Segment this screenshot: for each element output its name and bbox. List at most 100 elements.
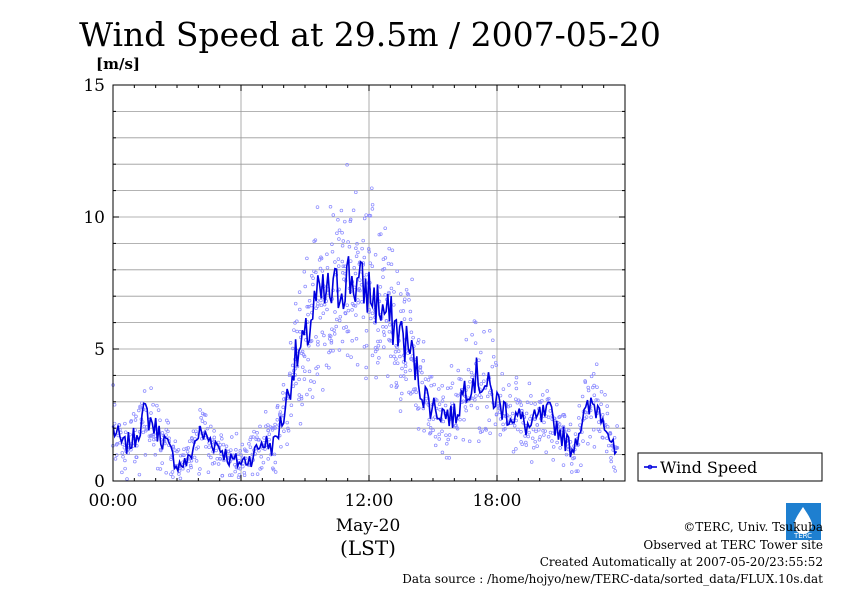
scatter-point <box>311 282 315 287</box>
scatter-point <box>309 379 313 383</box>
scatter-point <box>518 399 522 404</box>
scatter-point <box>307 344 311 348</box>
scatter-point <box>299 396 304 401</box>
scatter-point <box>615 424 619 428</box>
scatter-point <box>540 398 544 403</box>
scatter-point <box>421 339 426 344</box>
scatter-point <box>432 382 436 387</box>
scatter-point <box>200 419 205 423</box>
scatter-point <box>248 445 253 449</box>
scatter-point <box>187 439 192 443</box>
scatter-point <box>412 387 416 392</box>
scatter-point <box>177 472 181 476</box>
scatter-point <box>413 387 418 391</box>
scatter-point <box>285 420 289 425</box>
scatter-point <box>147 438 152 443</box>
scatter-point <box>398 354 402 359</box>
scatter-point <box>389 286 394 291</box>
scatter-point <box>381 275 385 279</box>
scatter-point <box>272 426 276 430</box>
scatter-point <box>525 400 530 404</box>
scatter-point <box>589 415 593 420</box>
scatter-point <box>266 423 270 427</box>
scatter-point <box>297 377 301 382</box>
observed-text: Observed at TERC Tower site <box>643 538 823 552</box>
scatter-point <box>364 272 369 277</box>
scatter-point <box>370 311 375 316</box>
scatter-point <box>378 285 383 289</box>
scatter-point <box>348 219 353 224</box>
scatter-point <box>449 364 454 368</box>
scatter-point <box>564 427 569 432</box>
scatter-point <box>367 250 371 254</box>
scatter-point <box>302 377 307 381</box>
scatter-point <box>313 238 318 242</box>
scatter-point <box>524 411 529 416</box>
scatter-point <box>189 465 193 470</box>
scatter-point <box>220 474 224 478</box>
scatter-point <box>503 426 507 431</box>
scatter-point <box>207 441 211 445</box>
scatter-point <box>341 264 346 268</box>
scatter-point <box>171 475 175 479</box>
scatter-point <box>434 398 439 402</box>
scatter-point <box>428 431 432 436</box>
scatter-point <box>347 245 352 249</box>
scatter-point <box>180 453 185 457</box>
scatter-point <box>318 266 323 271</box>
scatter-point <box>456 368 460 373</box>
scatter-point <box>196 445 200 449</box>
scatter-point <box>501 387 506 391</box>
scatter-point <box>160 431 165 435</box>
scatter-point <box>156 408 161 412</box>
scatter-point <box>270 426 274 430</box>
scatter-point <box>567 428 571 433</box>
scatter-point <box>395 345 399 349</box>
scatter-point <box>400 366 404 371</box>
scatter-point <box>392 361 397 365</box>
scatter-point <box>281 383 286 387</box>
scatter-point <box>353 271 358 276</box>
scatter-point <box>475 406 480 410</box>
scatter-point <box>164 470 168 475</box>
scatter-point <box>352 303 356 307</box>
scatter-point <box>485 405 489 409</box>
scatter-point <box>376 361 380 365</box>
scatter-point <box>514 397 518 401</box>
scatter-point <box>586 388 591 393</box>
scatter-point <box>114 443 119 447</box>
scatter-point <box>480 429 484 433</box>
scatter-point <box>321 388 325 392</box>
scatter-point <box>530 436 535 441</box>
scatter-point <box>387 290 391 295</box>
scatter-point <box>370 186 374 190</box>
scatter-point <box>147 434 152 438</box>
scatter-point <box>543 429 547 433</box>
scatter-point <box>422 428 426 433</box>
scatter-point <box>384 319 389 323</box>
scatter-point <box>453 435 458 440</box>
scatter-point <box>401 374 406 378</box>
scatter-point <box>514 447 518 451</box>
scatter-point <box>393 350 398 354</box>
scatter-point <box>333 260 337 264</box>
scatter-point <box>570 470 574 474</box>
scatter-point <box>255 431 259 435</box>
scatter-point <box>535 423 540 427</box>
scatter-point <box>605 436 609 441</box>
scatter-point <box>382 345 386 349</box>
scatter-point <box>370 202 375 207</box>
scatter-point <box>345 353 350 357</box>
scatter-point <box>238 466 242 471</box>
terc-logo: TERC <box>786 503 821 540</box>
scatter-point <box>212 429 216 433</box>
scatter-point <box>134 414 138 419</box>
scatter-point <box>125 477 129 481</box>
scatter-point <box>197 472 201 476</box>
scatter-point <box>541 429 545 433</box>
scatter-point <box>421 359 426 363</box>
scatter-point <box>389 262 394 267</box>
scatter-point <box>360 300 364 304</box>
scatter-point <box>230 473 234 477</box>
scatter-point <box>592 383 596 388</box>
